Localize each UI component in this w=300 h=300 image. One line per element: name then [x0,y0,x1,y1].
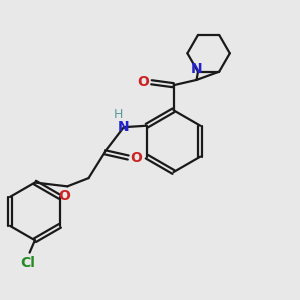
Text: Cl: Cl [21,256,36,270]
Text: N: N [118,120,130,134]
Text: O: O [137,75,149,89]
Text: H: H [114,108,123,121]
Text: N: N [191,61,202,76]
Text: O: O [58,189,70,203]
Text: O: O [130,151,142,164]
